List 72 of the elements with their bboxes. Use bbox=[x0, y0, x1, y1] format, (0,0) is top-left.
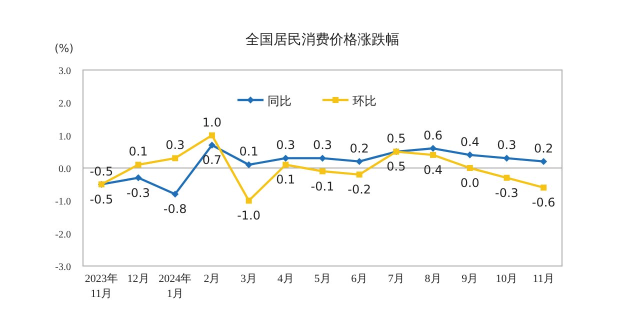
y-tick-label: 3.0 bbox=[58, 66, 71, 77]
x-tick-label: 2024年 1月 bbox=[158, 273, 192, 300]
data-label: 1.0 bbox=[202, 115, 222, 130]
x-tick-label: 5月 bbox=[314, 273, 331, 285]
data-label: 0.3 bbox=[312, 138, 332, 152]
data-label: -0.2 bbox=[348, 182, 372, 197]
x-tick-label: 2023年 11月 bbox=[84, 273, 118, 300]
data-label: 0.0 bbox=[460, 176, 480, 190]
point bbox=[356, 172, 362, 178]
x-tick-label: 8月 bbox=[424, 273, 442, 285]
data-label: 0.4 bbox=[423, 162, 443, 177]
data-label: 0.2 bbox=[534, 141, 554, 156]
y-tick-label: -3.0 bbox=[55, 262, 71, 273]
x-tick-label: 9月 bbox=[462, 273, 478, 285]
point bbox=[245, 161, 252, 168]
point bbox=[503, 154, 510, 162]
chart-title: 全国居民消费价格涨跌幅 bbox=[246, 32, 400, 48]
point bbox=[282, 162, 289, 168]
point bbox=[466, 165, 473, 171]
point bbox=[466, 151, 474, 158]
data-label: 0.2 bbox=[350, 141, 369, 156]
data-label: -0.3 bbox=[126, 186, 150, 200]
point bbox=[208, 132, 215, 138]
data-label: -0.1 bbox=[310, 179, 334, 194]
point bbox=[319, 154, 326, 162]
data-label: 0.1 bbox=[239, 144, 258, 159]
point bbox=[134, 174, 142, 182]
x-tick-label: 2月 bbox=[204, 273, 220, 285]
point bbox=[430, 144, 437, 152]
y-tick-label: 2.0 bbox=[58, 98, 71, 110]
data-label: 0.5 bbox=[386, 132, 406, 146]
y-axis-title: (%) bbox=[54, 42, 74, 55]
point bbox=[208, 142, 216, 149]
data-label: -0.8 bbox=[163, 202, 187, 216]
x-tick-label: 12月 bbox=[127, 273, 150, 285]
point bbox=[172, 155, 178, 162]
legend-label: 同比 bbox=[268, 94, 292, 108]
x-tick-label: 4月 bbox=[277, 273, 294, 285]
point bbox=[540, 158, 548, 165]
y-tick-label: -1.0 bbox=[55, 196, 71, 208]
data-label: -1.0 bbox=[237, 208, 261, 223]
x-tick-label: 11月 bbox=[532, 273, 554, 285]
x-tick-label: 3月 bbox=[240, 273, 258, 285]
x-tick-label: 6月 bbox=[351, 273, 368, 285]
legend-label: 环比 bbox=[352, 94, 376, 108]
data-label: 0.7 bbox=[202, 153, 222, 168]
x-tick-label: 7月 bbox=[388, 273, 404, 285]
point bbox=[246, 198, 252, 204]
y-tick-label: 1.0 bbox=[58, 131, 71, 142]
y-tick-label: 0.0 bbox=[58, 164, 71, 175]
point bbox=[135, 162, 142, 168]
data-label: 0.5 bbox=[386, 160, 406, 174]
point bbox=[504, 174, 510, 181]
data-label: 0.3 bbox=[166, 138, 185, 152]
point bbox=[320, 168, 326, 174]
data-label: 0.6 bbox=[423, 128, 443, 142]
data-label: 0.3 bbox=[497, 138, 516, 152]
point bbox=[430, 152, 436, 158]
data-label: 0.4 bbox=[460, 134, 480, 149]
data-label: -0.3 bbox=[495, 186, 518, 200]
data-label: -0.6 bbox=[532, 196, 556, 210]
data-label: 0.1 bbox=[276, 172, 296, 187]
point bbox=[540, 184, 547, 191]
data-label: -0.5 bbox=[90, 192, 114, 206]
data-label: -0.5 bbox=[90, 164, 114, 178]
y-tick-label: -2.0 bbox=[55, 229, 71, 240]
x-tick-label: 10月 bbox=[496, 273, 518, 285]
point bbox=[282, 154, 290, 162]
data-label: 0.3 bbox=[276, 138, 296, 152]
data-label: 0.1 bbox=[128, 144, 148, 159]
point bbox=[356, 158, 363, 165]
point bbox=[172, 190, 179, 198]
